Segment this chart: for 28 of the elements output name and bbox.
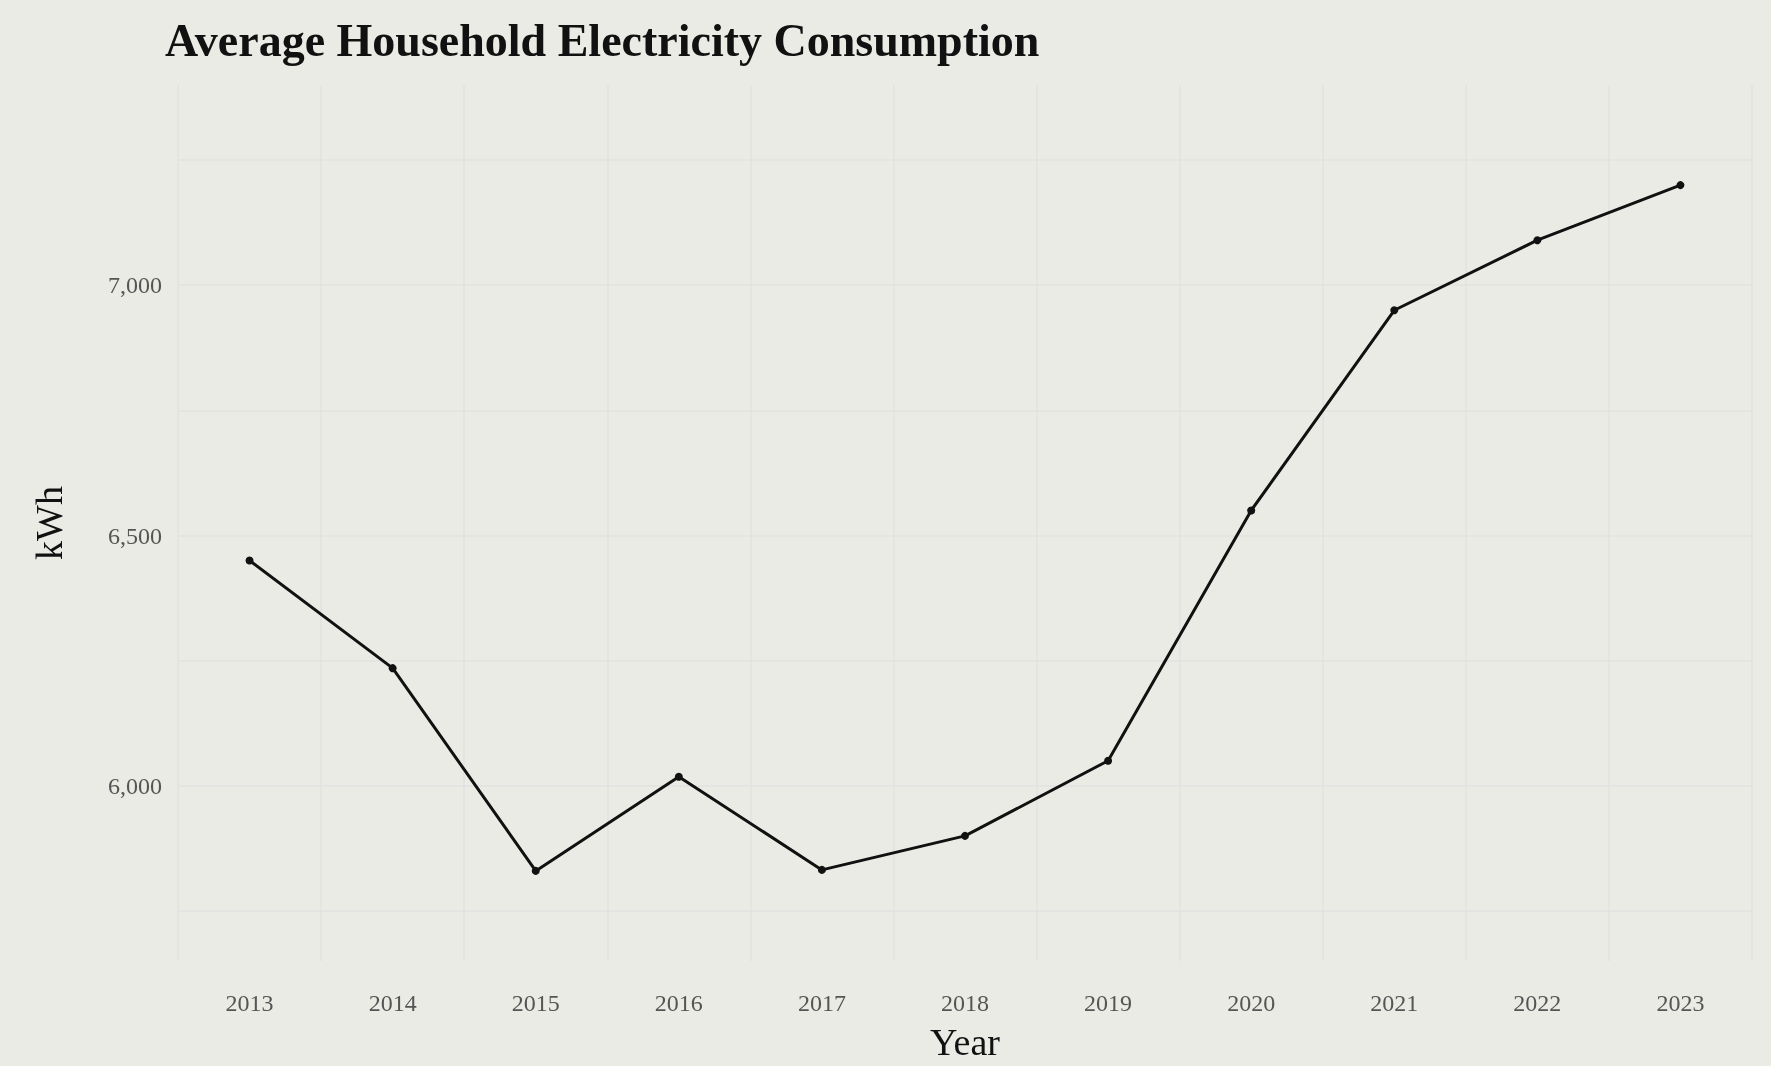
point bbox=[1533, 236, 1542, 245]
point bbox=[245, 556, 254, 565]
x-tick-label: 2016 bbox=[654, 990, 703, 1016]
y-axis-title: kWh bbox=[28, 486, 70, 560]
point bbox=[388, 664, 397, 673]
x-tick-label: 2018 bbox=[941, 990, 989, 1016]
point bbox=[817, 865, 826, 874]
x-axis-title: Year bbox=[929, 1021, 1001, 1063]
point bbox=[1247, 506, 1256, 515]
x-tick-label: 2021 bbox=[1370, 990, 1419, 1016]
y-tick-label: 6,000 bbox=[108, 772, 162, 799]
x-tick-label: 2014 bbox=[368, 990, 417, 1016]
x-tick-label: 2013 bbox=[225, 990, 274, 1016]
x-tick-label: 2023 bbox=[1656, 990, 1705, 1016]
point bbox=[674, 772, 683, 781]
x-tick-label: 2022 bbox=[1513, 990, 1562, 1016]
y-tick-label: 7,000 bbox=[108, 272, 162, 299]
x-tick-label: 2015 bbox=[511, 990, 560, 1016]
point bbox=[531, 866, 540, 875]
point bbox=[1390, 306, 1399, 315]
x-tick-label: 2017 bbox=[797, 990, 846, 1016]
point bbox=[961, 831, 969, 840]
point bbox=[1676, 181, 1685, 190]
y-tick-label: 6,500 bbox=[108, 522, 162, 549]
x-tick-label: 2020 bbox=[1227, 990, 1276, 1016]
point bbox=[1104, 756, 1113, 765]
chart-title: Average Household Electricity Consumption bbox=[165, 14, 1040, 66]
x-tick-label: 2019 bbox=[1084, 990, 1133, 1016]
